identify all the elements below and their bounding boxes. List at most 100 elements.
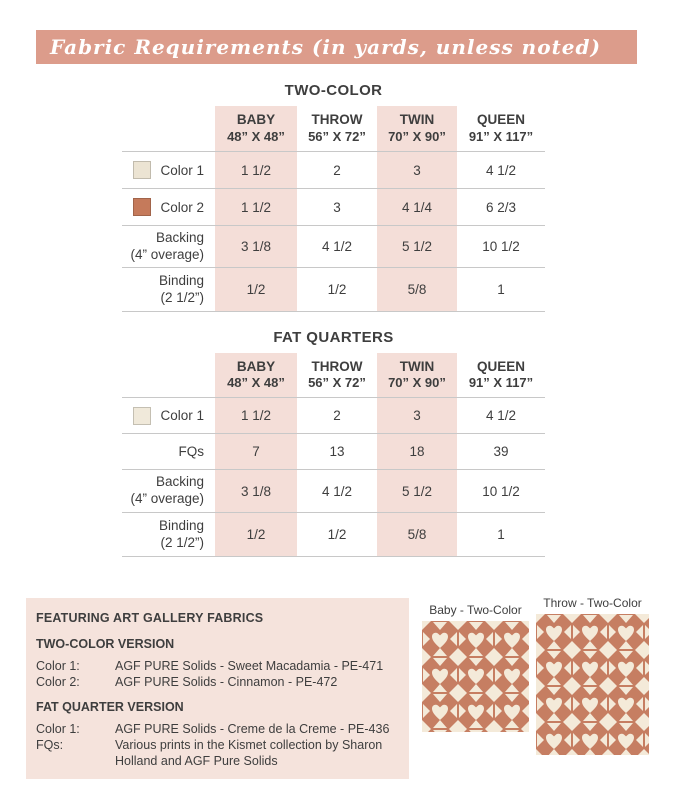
row-label-text: Backing bbox=[155, 229, 204, 245]
entry-value: AGF PURE Solids - Cinnamon - PE-472 bbox=[115, 675, 338, 689]
column-header-twin: TWIN 70” X 90” bbox=[377, 106, 457, 152]
preview-caption: Throw - Two-Color bbox=[543, 596, 642, 610]
entry-label: Color 1: bbox=[36, 659, 80, 673]
row-label-text: Color 2 bbox=[160, 199, 204, 215]
value-cell: 13 bbox=[297, 434, 377, 470]
row-label-color1: Color 1 bbox=[122, 152, 215, 189]
row-label-backing: Backing (4” overage) bbox=[122, 226, 215, 268]
entry-label: Color 2: bbox=[36, 675, 80, 689]
column-header-queen: QUEEN 91” X 117” bbox=[457, 353, 545, 398]
value-cell: 18 bbox=[377, 434, 457, 470]
column-name: QUEEN bbox=[476, 358, 525, 374]
row-sublabel-text: (2 1/2”) bbox=[160, 534, 204, 550]
preview-caption: Baby - Two-Color bbox=[429, 603, 522, 617]
fabric-entry: FQs: Various prints in the Kismet collec… bbox=[36, 737, 397, 769]
value-cell: 3 bbox=[377, 152, 457, 189]
value-cell: 3 1/8 bbox=[215, 226, 297, 268]
row-sublabel-text: (2 1/2”) bbox=[160, 289, 204, 305]
value-cell: 2 bbox=[297, 398, 377, 434]
column-header-baby: BABY 48” X 48” bbox=[215, 106, 297, 152]
value-cell: 1 1/2 bbox=[215, 398, 297, 434]
fabric-info-box: FEATURING ART GALLERY FABRICS TWO-COLOR … bbox=[26, 598, 409, 779]
row-label-color1: Color 1 bbox=[122, 398, 215, 434]
value-cell: 10 1/2 bbox=[457, 226, 545, 268]
value-cell: 1 bbox=[457, 513, 545, 557]
column-header-throw: THROW 56” X 72” bbox=[297, 106, 377, 152]
fabric-entry: Color 2: AGF PURE Solids - Cinnamon - PE… bbox=[36, 674, 397, 690]
row-sublabel-text: (4” overage) bbox=[130, 246, 204, 262]
column-size: 91” X 117” bbox=[468, 128, 534, 144]
value-cell: 10 1/2 bbox=[457, 470, 545, 513]
column-size: 56” X 72” bbox=[308, 375, 366, 391]
value-cell: 1/2 bbox=[215, 513, 297, 557]
value-cell: 4 1/4 bbox=[377, 189, 457, 226]
section-title: TWO-COLOR VERSION bbox=[36, 637, 175, 651]
column-size: 48” X 48” bbox=[227, 375, 285, 391]
column-size: 91” X 117” bbox=[468, 375, 534, 391]
row-label-binding: Binding (2 1/2”) bbox=[122, 268, 215, 312]
column-header-queen: QUEEN 91” X 117” bbox=[457, 106, 545, 152]
value-cell: 3 1/8 bbox=[215, 470, 297, 513]
table-grid: BABY 48” X 48” THROW 56” X 72” TWIN 70” … bbox=[122, 353, 545, 557]
column-name: TWIN bbox=[399, 112, 435, 128]
corner-cell bbox=[122, 106, 215, 152]
value-cell: 1/2 bbox=[215, 268, 297, 312]
column-size: 56” X 72” bbox=[308, 128, 366, 144]
entry-value: Various prints in the Kismet collection … bbox=[115, 738, 383, 768]
row-label-text: Color 1 bbox=[160, 162, 204, 178]
table-grid: BABY 48” X 48” THROW 56” X 72” TWIN 70” … bbox=[122, 106, 545, 312]
column-size: 70” X 90” bbox=[388, 375, 446, 391]
column-header-twin: TWIN 70” X 90” bbox=[377, 353, 457, 398]
value-cell: 4 1/2 bbox=[457, 398, 545, 434]
row-sublabel-text: (4” overage) bbox=[130, 491, 204, 506]
row-label-text: Color 1 bbox=[160, 408, 204, 423]
table-title: FAT QUARTERS bbox=[273, 329, 394, 346]
value-cell: 1/2 bbox=[297, 513, 377, 557]
value-cell: 4 1/2 bbox=[297, 470, 377, 513]
column-name: THROW bbox=[311, 358, 363, 374]
color1-swatch bbox=[133, 406, 152, 425]
entry-value: AGF PURE Solids - Sweet Macadamia - PE-4… bbox=[115, 659, 384, 673]
column-name: BABY bbox=[236, 358, 276, 374]
column-header-baby: BABY 48” X 48” bbox=[215, 353, 297, 398]
value-cell: 1 1/2 bbox=[215, 152, 297, 189]
section-title: FAT QUARTER VERSION bbox=[36, 700, 184, 714]
two-color-table: TWO-COLOR BABY 48” X 48” THROW 56” X 72”… bbox=[122, 82, 545, 312]
color2-swatch bbox=[133, 198, 152, 216]
baby-quilt-image bbox=[422, 621, 529, 732]
fabric-entry: Color 1: AGF PURE Solids - Creme de la C… bbox=[36, 721, 397, 737]
row-label-text: Binding bbox=[158, 272, 204, 288]
column-name: BABY bbox=[236, 112, 276, 128]
throw-quilt-image bbox=[536, 614, 649, 755]
row-label-binding: Binding (2 1/2”) bbox=[122, 513, 215, 557]
table-title: TWO-COLOR bbox=[284, 82, 383, 99]
column-header-throw: THROW 56” X 72” bbox=[297, 353, 377, 398]
value-cell: 5/8 bbox=[377, 513, 457, 557]
color1-swatch bbox=[133, 161, 152, 179]
value-cell: 5/8 bbox=[377, 268, 457, 312]
entry-label: FQs: bbox=[36, 738, 64, 752]
throw-preview: Throw - Two-Color bbox=[536, 596, 649, 755]
value-cell: 1 bbox=[457, 268, 545, 312]
corner-cell bbox=[122, 353, 215, 398]
fabric-entry: Color 1: AGF PURE Solids - Sweet Macadam… bbox=[36, 658, 397, 674]
column-name: QUEEN bbox=[476, 112, 525, 128]
value-cell: 7 bbox=[215, 434, 297, 470]
page-title: Fabric Requirements (in yards, unless no… bbox=[50, 35, 601, 59]
value-cell: 5 1/2 bbox=[377, 470, 457, 513]
value-cell: 6 2/3 bbox=[457, 189, 545, 226]
value-cell: 1 1/2 bbox=[215, 189, 297, 226]
row-label-fqs: FQs bbox=[122, 434, 215, 470]
value-cell: 3 bbox=[297, 189, 377, 226]
row-label-text: FQs bbox=[178, 444, 205, 459]
column-name: THROW bbox=[311, 112, 363, 128]
fat-quarter-version-section: FAT QUARTER VERSION Color 1: AGF PURE So… bbox=[36, 700, 397, 769]
value-cell: 3 bbox=[377, 398, 457, 434]
row-label-backing: Backing (4” overage) bbox=[122, 470, 215, 513]
value-cell: 2 bbox=[297, 152, 377, 189]
two-color-version-section: TWO-COLOR VERSION Color 1: AGF PURE Soli… bbox=[36, 637, 397, 690]
value-cell: 39 bbox=[457, 434, 545, 470]
value-cell: 4 1/2 bbox=[297, 226, 377, 268]
value-cell: 5 1/2 bbox=[377, 226, 457, 268]
